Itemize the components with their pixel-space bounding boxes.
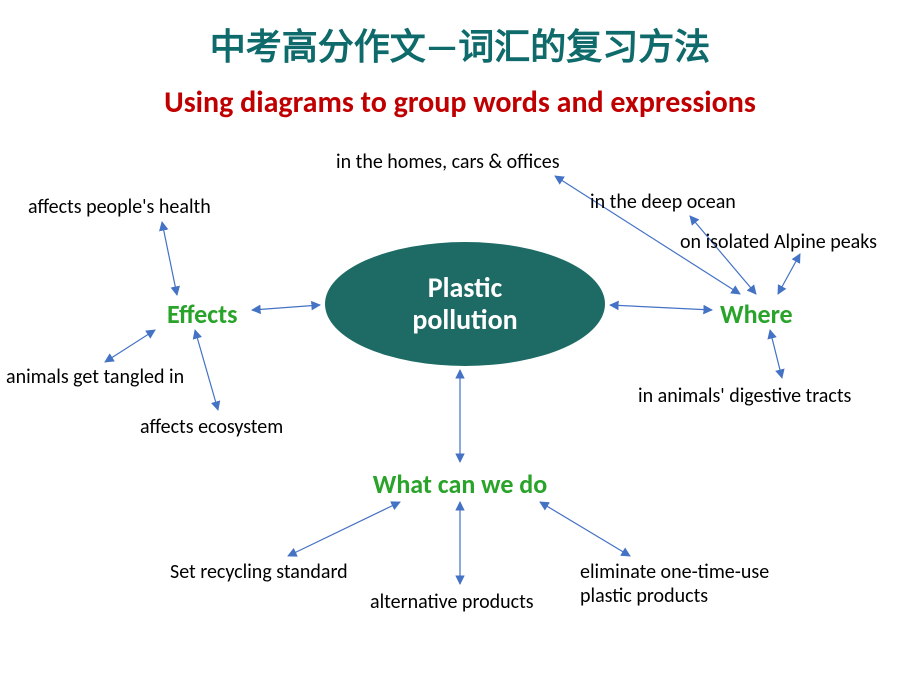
leaf-alternative: alternative products — [370, 590, 534, 614]
leaf-ecosystem: affects ecosystem — [140, 415, 283, 439]
connector-arrow — [195, 330, 218, 410]
leaf-homes: in the homes, cars & offices — [336, 150, 560, 174]
center-node-label: Plasticpollution — [412, 272, 517, 336]
subtitle: Using diagrams to group words and expres… — [0, 84, 920, 121]
leaf-deep-ocean: in the deep ocean — [590, 190, 736, 214]
center-node: Plasticpollution — [325, 242, 605, 366]
page-title: 中考高分作文—词汇的复习方法 — [0, 18, 920, 70]
leaf-recycle: Set recycling standard — [170, 560, 348, 584]
leaf-eliminate-line2: plastic products — [580, 584, 708, 608]
connector-arrow — [770, 330, 782, 378]
connector-arrow — [252, 305, 320, 310]
category-effects: Effects — [167, 298, 238, 330]
category-whatdo: What can we do — [0, 468, 920, 500]
connector-arrow — [690, 216, 756, 294]
leaf-tangled: animals get tangled in — [6, 365, 184, 389]
connector-arrow — [778, 254, 800, 294]
connector-arrow — [610, 305, 712, 310]
leaf-digestive: in animals' digestive tracts — [638, 384, 851, 408]
connector-arrow — [162, 222, 177, 295]
connector-arrow — [540, 502, 630, 556]
category-where: Where — [720, 298, 793, 330]
connector-arrow — [288, 502, 400, 556]
leaf-alpine: on isolated Alpine peaks — [680, 230, 877, 254]
connector-arrow — [105, 330, 155, 362]
leaf-health: affects people's health — [28, 195, 211, 219]
leaf-eliminate-line1: eliminate one-time-use — [580, 560, 769, 584]
